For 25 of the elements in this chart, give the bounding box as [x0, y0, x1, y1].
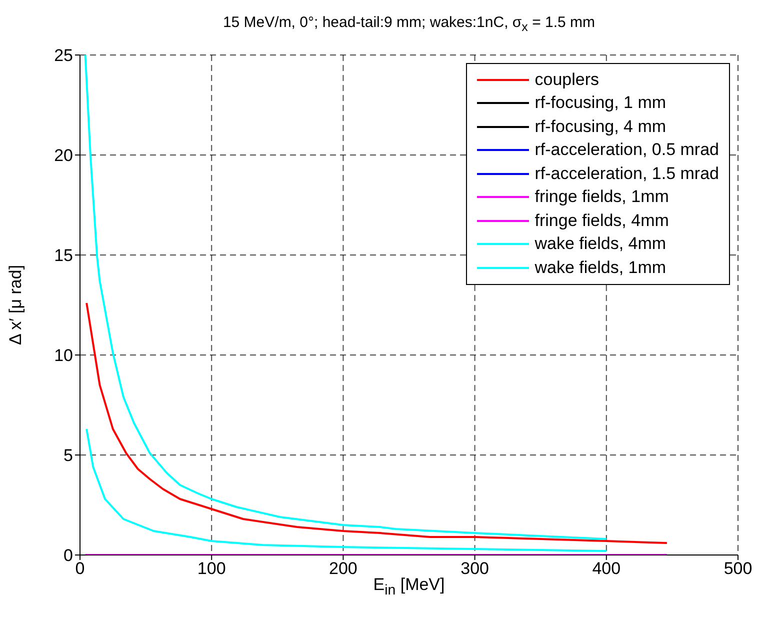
x-tick-label: 300	[460, 559, 489, 578]
legend-label: rf-acceleration, 0.5 mrad	[534, 140, 719, 160]
y-tick-label: 0	[64, 546, 73, 566]
y-axis-title: Δ x′ [μ rad]	[6, 264, 26, 348]
legend-label: fringe fields, 1mm	[534, 187, 669, 208]
x-axis-title: E$_{in}$ [MeV]	[373, 575, 445, 598]
legend-label: rf-acceleration, 1.5 mrad	[534, 164, 719, 184]
x-tick-label: 500	[724, 559, 752, 578]
x-tick-label: 100	[197, 559, 226, 578]
x-tick-label: 200	[329, 559, 358, 578]
line-series	[86, 302, 668, 544]
legend-label: fringe fields, 4mm	[534, 210, 669, 231]
legend-label: couplers	[534, 70, 600, 90]
y-tick-label: 15	[54, 246, 73, 266]
legend-label: rf-focusing, 1 mm	[534, 93, 666, 114]
legend-label: rf-focusing, 4 mm	[534, 116, 666, 137]
y-tick-label: 10	[54, 346, 73, 366]
legend-label: wake fields, 1mm	[534, 258, 666, 278]
y-tick-label: 5	[64, 446, 73, 466]
line-series	[86, 428, 608, 552]
y-tick-label: 25	[54, 46, 73, 66]
y-tick-label: 20	[54, 146, 73, 166]
chart-title: 15 MeV/m, 0°; head-tail:9 mm; wakes:1nC, σ$_{x}$ = 1.5 mm	[222, 14, 596, 34]
x-tick-label: 400	[592, 559, 621, 578]
legend-label: wake fields, 4mm	[534, 234, 666, 254]
